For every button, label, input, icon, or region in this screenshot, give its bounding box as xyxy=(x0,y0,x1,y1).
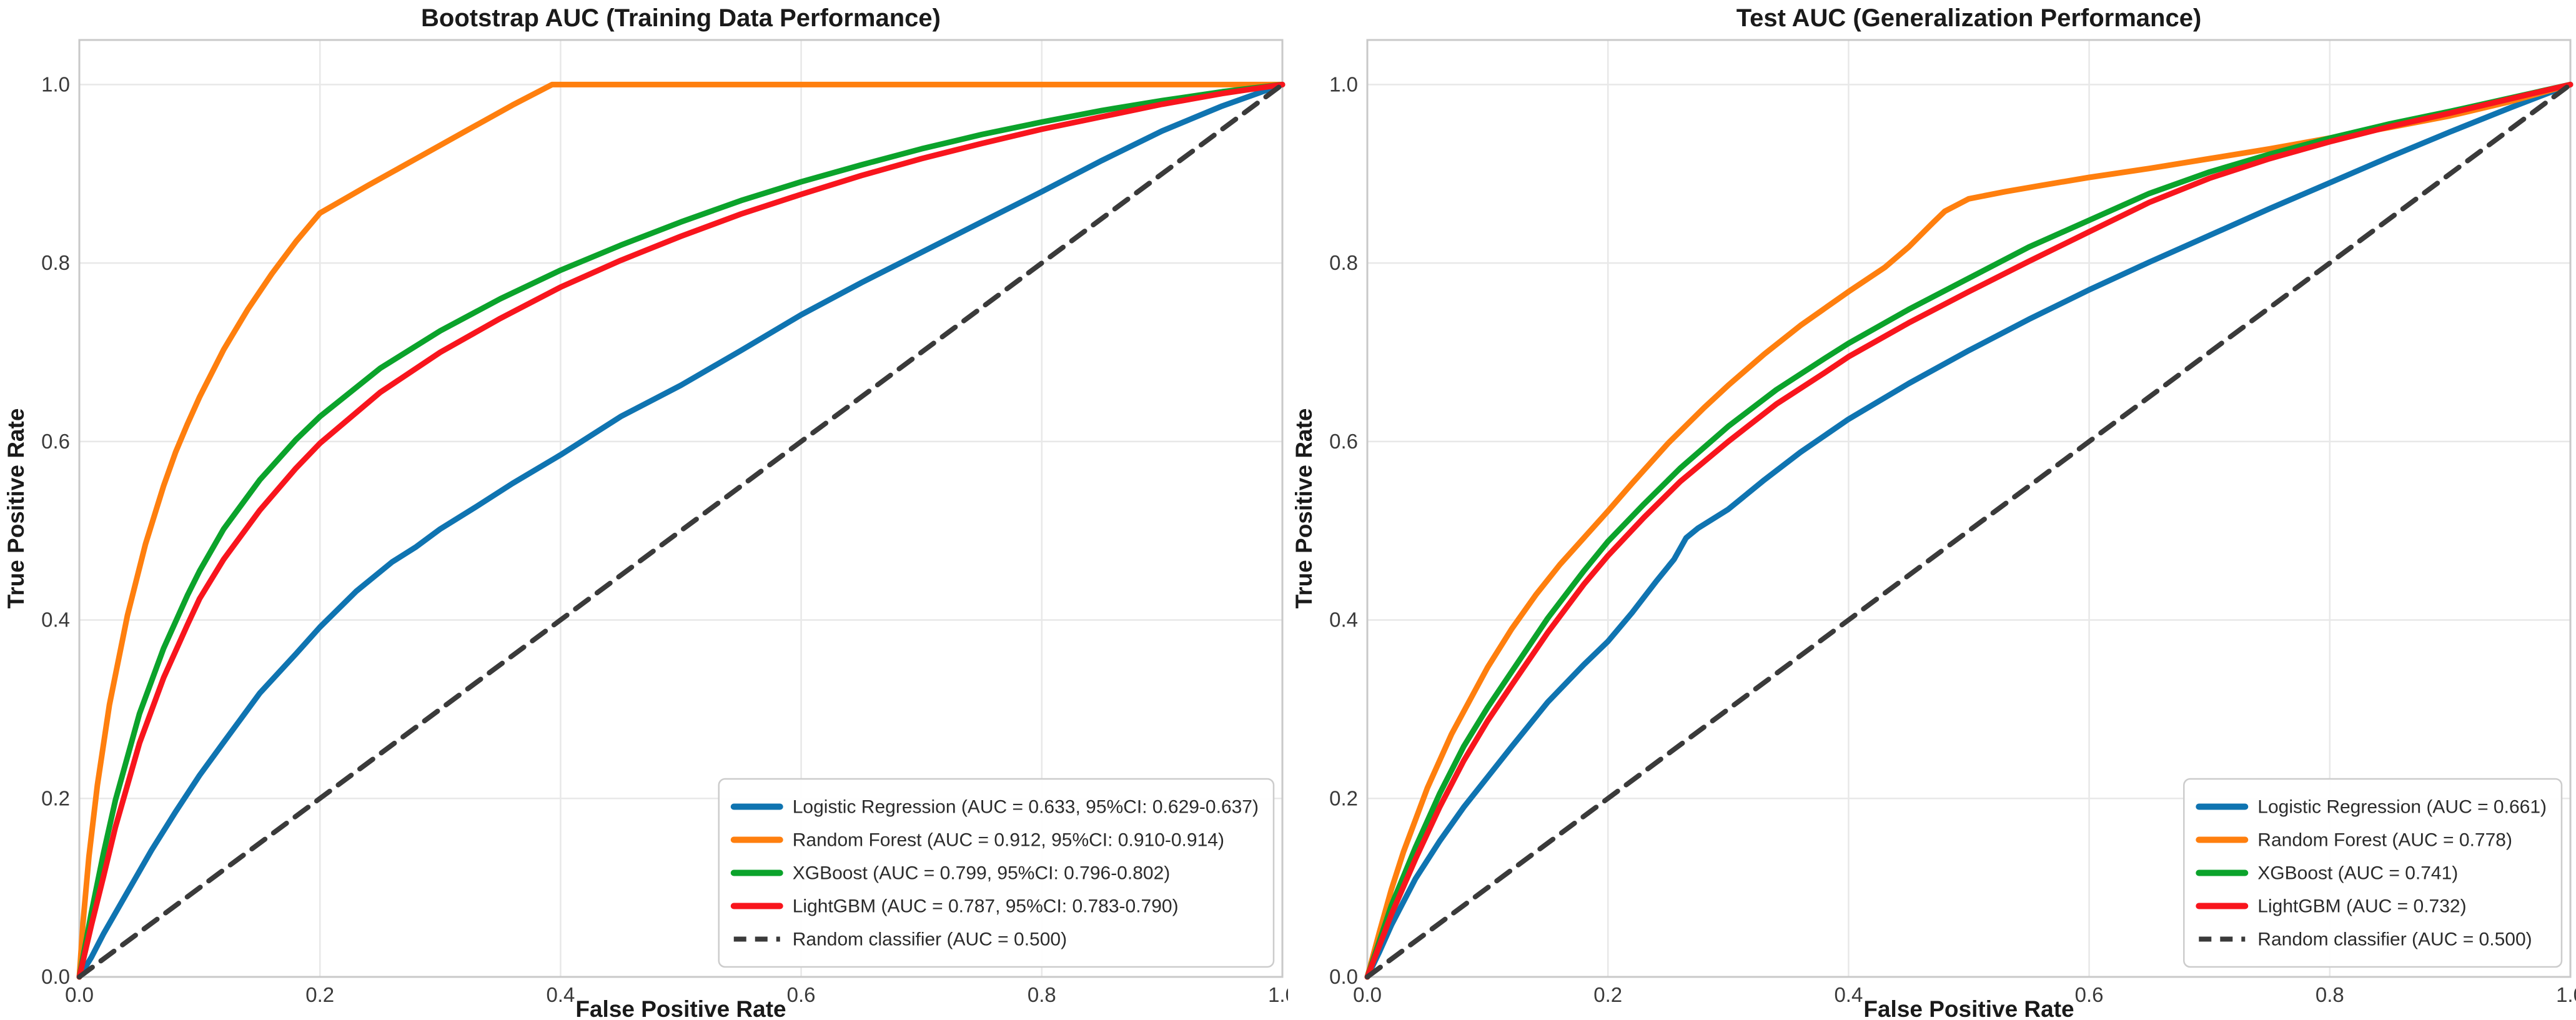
legend-label: Logistic Regression (AUC = 0.661) xyxy=(2257,797,2547,818)
legend-label: XGBoost (AUC = 0.799, 95%CI: 0.796-0.802… xyxy=(793,863,1171,884)
x-axis-label: False Positive Rate xyxy=(1863,996,2074,1020)
legend-label: Random classifier (AUC = 0.500) xyxy=(793,929,1067,950)
legend: Logistic Regression (AUC = 0.661) Random … xyxy=(2183,778,2563,968)
axes-layer xyxy=(1366,39,2572,978)
legend-label: Logistic Regression (AUC = 0.633, 95%CI:… xyxy=(793,797,1259,818)
legend-label: LightGBM (AUC = 0.732) xyxy=(2257,896,2466,917)
roc-curve-logistic-regression xyxy=(1364,81,2574,980)
legend-item-random-forest: Random Forest (AUC = 0.778) xyxy=(2196,830,2512,851)
x-tick-label: 1.0 xyxy=(1268,983,1288,1006)
legend-item-logistic-regression: Logistic Regression (AUC = 0.661) xyxy=(2196,797,2547,818)
legend-item-random-classifier: Random classifier (AUC = 0.500) xyxy=(733,929,1067,950)
legend-item-random-classifier: Random classifier (AUC = 0.500) xyxy=(2199,929,2532,950)
x-tick-label: 1.0 xyxy=(2556,983,2576,1006)
x-tick-label: 0.8 xyxy=(1028,983,1056,1006)
x-tick-label: 0.6 xyxy=(787,983,816,1006)
y-axis-label: True Positive Rate xyxy=(1291,408,1317,609)
roc-curve-xgboost xyxy=(76,81,1286,980)
test-auc-chart: 0.0 0.2 0.4 0.6 0.8 1.0 0.0 0.2 0.4 0.6 0.8 1.0 Log… xyxy=(1291,4,2576,1020)
roc-curve-random-forest xyxy=(1364,81,2574,980)
bootstrap-auc-panel: 0.0 0.2 0.4 0.6 0.8 1.0 0.0 0.2 0.4 0.6 0.8 1.0 Log… xyxy=(3,4,1288,1020)
x-axis-label: False Positive Rate xyxy=(575,996,786,1020)
legend-item-xgboost: XGBoost (AUC = 0.799, 95%CI: 0.796-0.802… xyxy=(730,863,1171,884)
y-axis-label: True Positive Rate xyxy=(3,408,29,609)
ticks-layer: 0.0 0.2 0.4 0.6 0.8 1.0 0.0 0.2 0.4 0.6 0.8 1.0 xyxy=(1329,72,2576,1006)
legend-item-logistic-regression: Logistic Regression (AUC = 0.633, 95%CI:… xyxy=(730,797,1259,818)
roc-curve-random-classifier xyxy=(1365,82,2573,979)
roc-curve-lightgbm xyxy=(76,81,1286,980)
axes-box xyxy=(78,39,1284,978)
roc-curve-xgboost xyxy=(1364,81,2574,980)
y-tick-label: 0.4 xyxy=(1329,608,1358,631)
legend-layer: Logistic Regression (AUC = 0.661) Random … xyxy=(2183,778,2563,968)
legend-label: XGBoost (AUC = 0.741) xyxy=(2257,863,2458,884)
x-tick-label: 0.6 xyxy=(2075,983,2104,1006)
legend-label: LightGBM (AUC = 0.787, 95%CI: 0.783-0.79… xyxy=(793,896,1179,917)
legend-box xyxy=(718,778,1275,968)
legend-label: Random Forest (AUC = 0.912, 95%CI: 0.910… xyxy=(793,830,1224,851)
y-tick-label: 1.0 xyxy=(41,72,70,96)
roc-curve-logistic-regression xyxy=(76,81,1286,980)
legend-box xyxy=(2183,778,2563,968)
legend-item-random-forest: Random Forest (AUC = 0.912, 95%CI: 0.910… xyxy=(730,830,1224,851)
x-tick-label: 0.8 xyxy=(2316,983,2344,1006)
y-tick-label: 0.0 xyxy=(1329,965,1358,988)
x-tick-label: 0.4 xyxy=(1834,983,1863,1006)
axes-box xyxy=(1366,39,2572,978)
y-tick-label: 0.2 xyxy=(1329,786,1358,810)
legend-layer: Logistic Regression (AUC = 0.633, 95%CI:… xyxy=(718,778,1275,968)
axes-layer xyxy=(78,39,1284,978)
curves-layer xyxy=(76,81,1286,980)
legend-item-xgboost: XGBoost (AUC = 0.741) xyxy=(2196,863,2458,884)
curves-layer xyxy=(1364,81,2574,980)
x-tick-label: 0.2 xyxy=(1593,983,1622,1006)
legend-item-lightgbm: LightGBM (AUC = 0.732) xyxy=(2196,896,2467,917)
x-tick-label: 0.0 xyxy=(65,983,94,1006)
ticks-layer: 0.0 0.2 0.4 0.6 0.8 1.0 0.0 0.2 0.4 0.6 0.8 1.0 xyxy=(41,72,1288,1006)
x-tick-label: 0.4 xyxy=(546,983,575,1006)
y-tick-label: 1.0 xyxy=(1329,72,1358,96)
y-tick-label: 0.2 xyxy=(41,786,70,810)
y-tick-label: 0.6 xyxy=(1329,430,1358,453)
roc-curve-random-classifier xyxy=(77,82,1285,979)
roc-curve-lightgbm xyxy=(1364,81,2574,980)
legend-label: Random Forest (AUC = 0.778) xyxy=(2257,830,2512,851)
x-tick-label: 0.0 xyxy=(1353,983,1382,1006)
bootstrap-auc-chart: 0.0 0.2 0.4 0.6 0.8 1.0 0.0 0.2 0.4 0.6 0.8 1.0 Log… xyxy=(3,4,1288,1020)
y-tick-label: 0.8 xyxy=(1329,251,1358,274)
test-auc-panel: 0.0 0.2 0.4 0.6 0.8 1.0 0.0 0.2 0.4 0.6 0.8 1.0 Log… xyxy=(1288,0,2576,1020)
legend: Logistic Regression (AUC = 0.633, 95%CI:… xyxy=(718,778,1275,968)
y-tick-label: 0.0 xyxy=(41,965,70,988)
y-tick-label: 0.8 xyxy=(41,251,70,274)
legend-item-lightgbm: LightGBM (AUC = 0.787, 95%CI: 0.783-0.79… xyxy=(730,896,1179,917)
chart-title: Bootstrap AUC (Training Data Performance… xyxy=(421,4,941,32)
x-tick-label: 0.2 xyxy=(305,983,334,1006)
y-tick-label: 0.6 xyxy=(41,430,70,453)
roc-curve-random-forest xyxy=(76,81,1286,980)
legend-label: Random classifier (AUC = 0.500) xyxy=(2257,929,2532,950)
y-tick-label: 0.4 xyxy=(41,608,70,631)
chart-title: Test AUC (Generalization Performance) xyxy=(1736,4,2202,32)
